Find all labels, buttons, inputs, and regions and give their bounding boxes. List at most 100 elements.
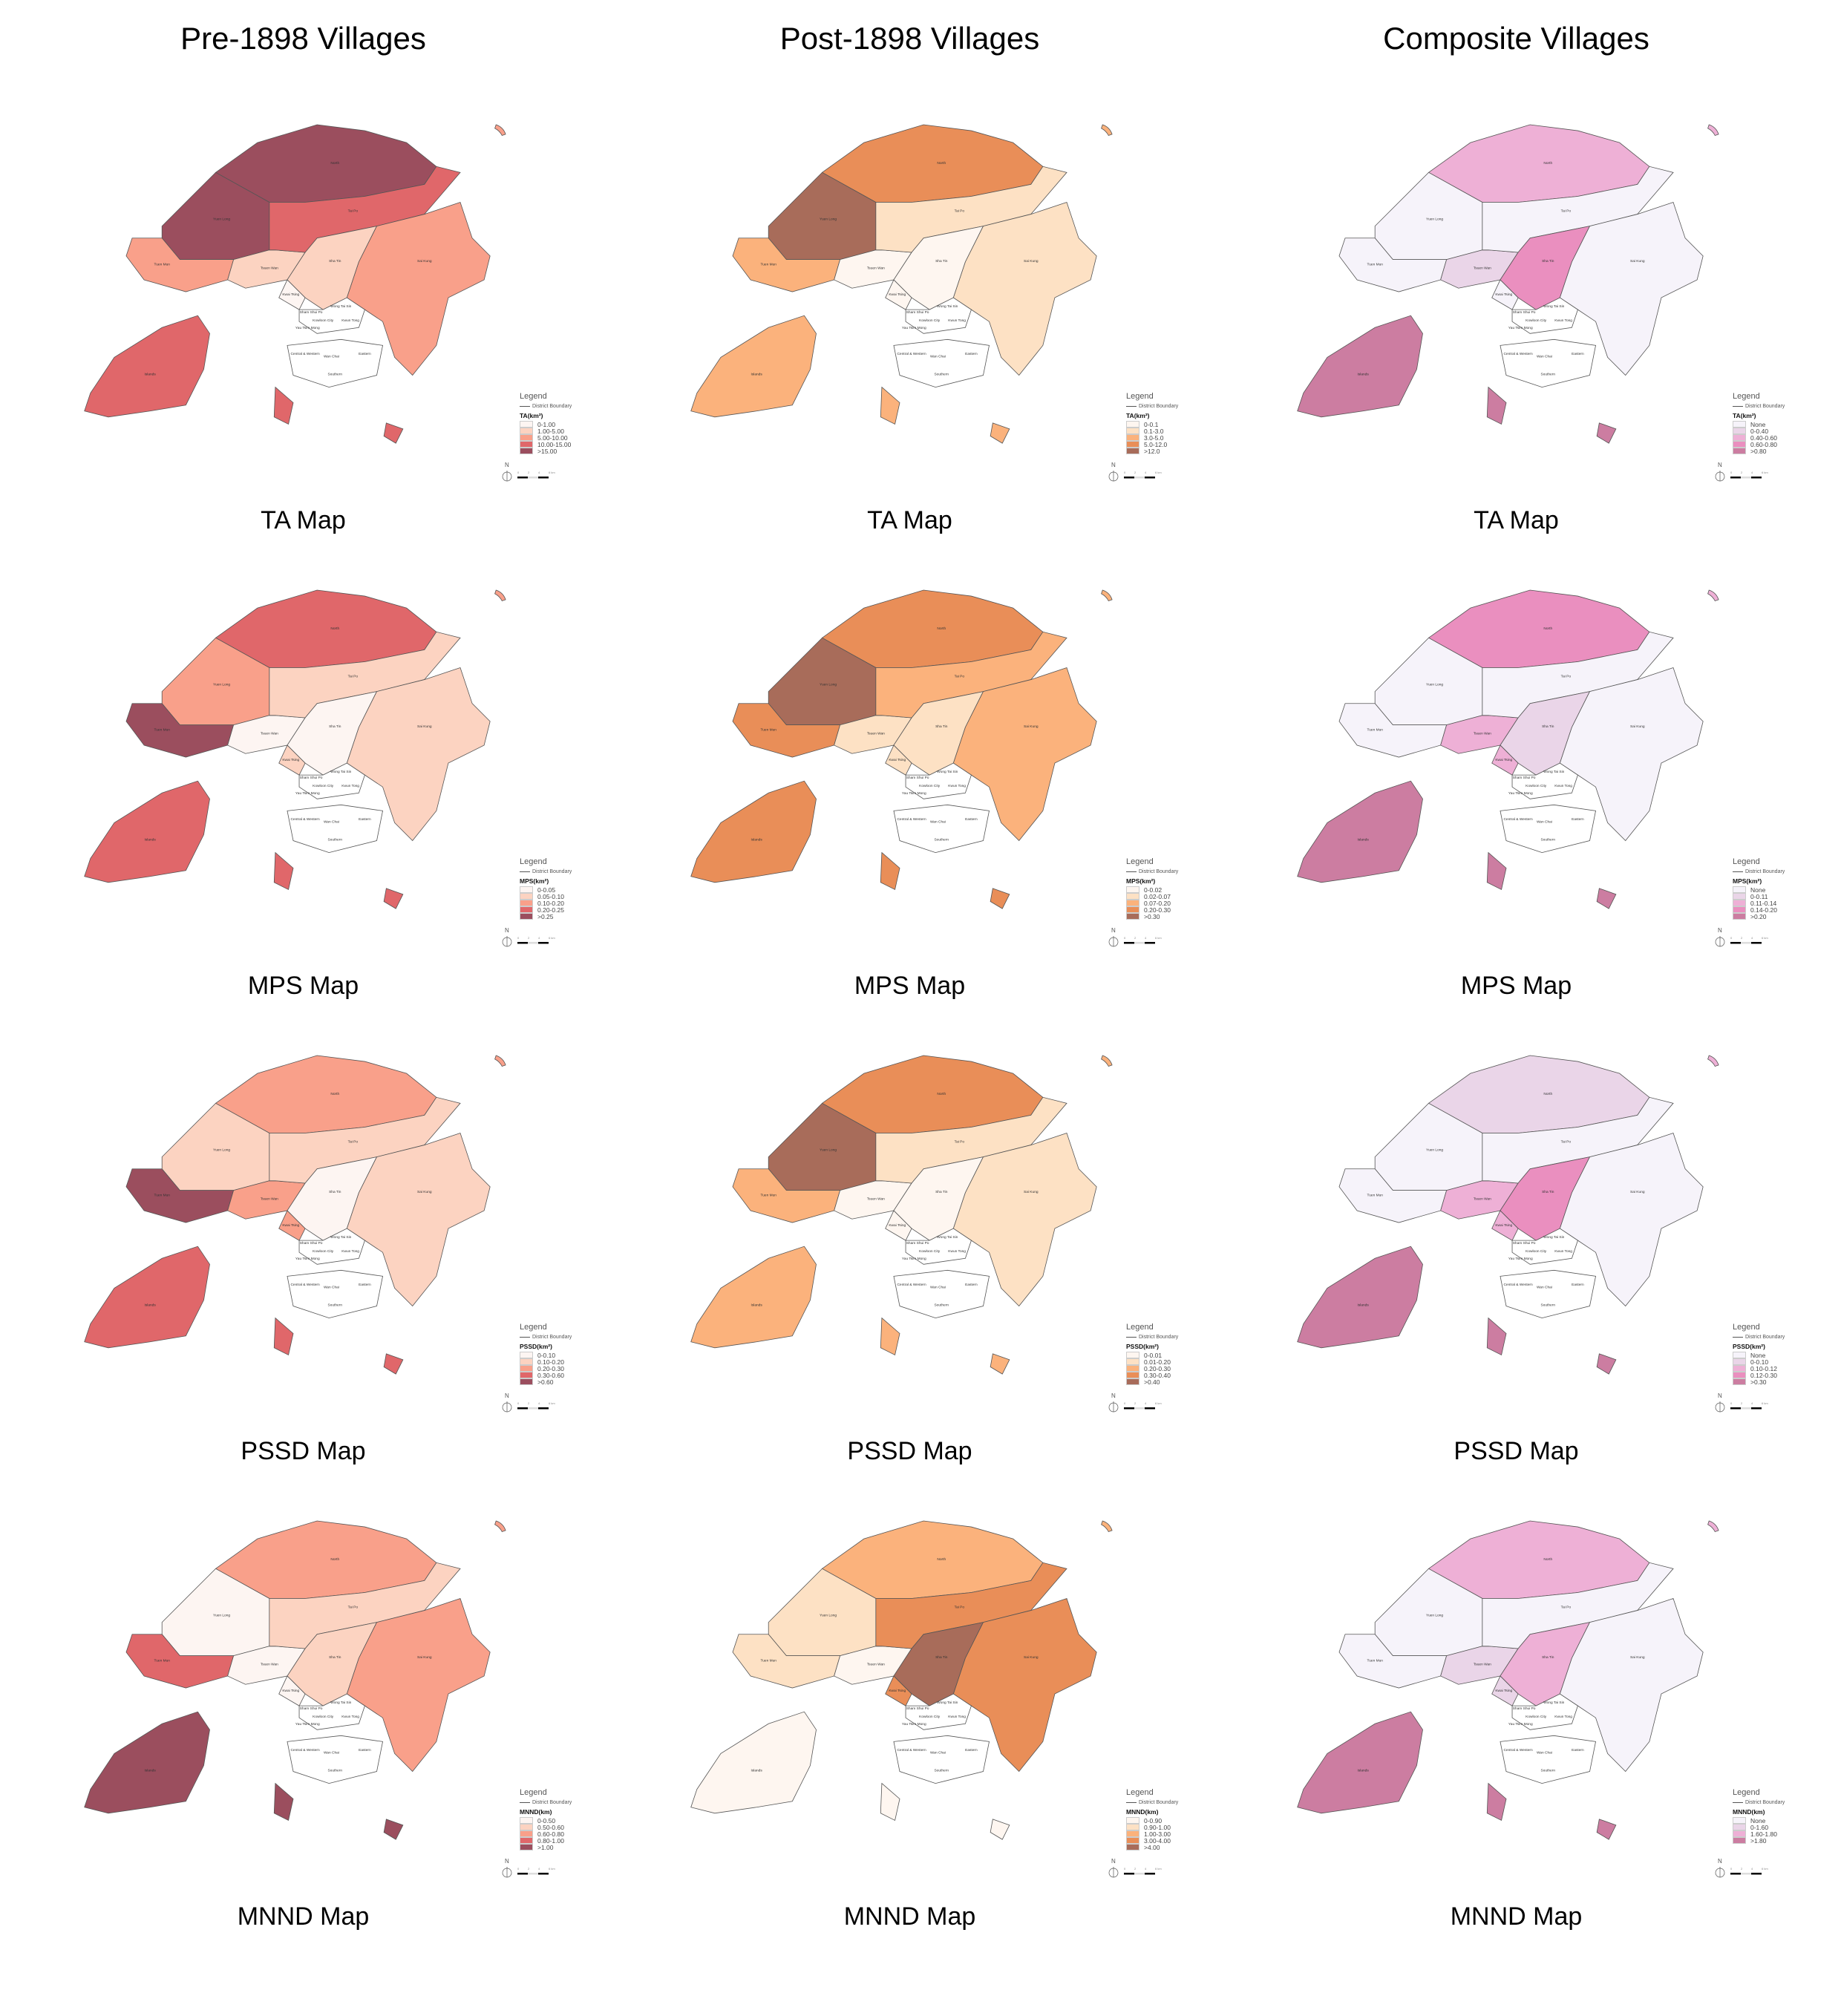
legend-boundary: District Boundary: [1126, 869, 1211, 874]
scale-tick: 0: [517, 1401, 520, 1405]
scale-bar-segment: [1124, 477, 1134, 479]
legend-class-label: 0-0.01: [1144, 1351, 1163, 1359]
legend-title: Legend: [1733, 392, 1760, 401]
north-arrow-and-scale-bar: N 0 2 4 6 km: [1715, 1858, 1768, 1878]
kowloon-districts: [905, 297, 972, 334]
district-label: Kwun Tong: [948, 1715, 966, 1719]
scale-tick: 2: [1134, 1401, 1137, 1405]
map-legend: Legend District Boundary TA(km²) 0-0.1 0.1…: [1126, 392, 1211, 455]
scale-tick: 2: [528, 1867, 530, 1871]
district-label: Tsuen Wan: [261, 266, 278, 271]
legend-item: 0.80-1.00: [520, 1837, 605, 1845]
legend-metric: MPS(km²): [1126, 877, 1156, 885]
district-label: North: [330, 1092, 339, 1096]
district-islands3: [383, 1819, 404, 1840]
district-islands: [84, 315, 210, 418]
district-label: Tuen Mun: [1367, 728, 1383, 733]
district-label: Southern: [934, 838, 949, 842]
north-label: N: [1718, 1858, 1722, 1865]
column-title: Composite Villages: [1383, 21, 1649, 56]
legend-class-label: None: [1750, 886, 1766, 894]
district-label: Wan Chai: [1537, 354, 1552, 359]
district-label: North: [330, 626, 339, 631]
legend-boundary-label: District Boundary: [1745, 1335, 1785, 1340]
district-islands2: [273, 386, 294, 425]
district-islands: [84, 1246, 210, 1349]
scale-bar-segment: [517, 477, 528, 479]
scale-tick: 6 km: [549, 1867, 555, 1871]
district-label: Tuen Mun: [1367, 263, 1383, 267]
boundary-line-swatch: [1126, 406, 1137, 407]
legend-class-label: None: [1750, 420, 1766, 428]
district-islands2: [1486, 386, 1507, 425]
legend-metric: PSSD(km²): [1733, 1343, 1765, 1350]
district-label: Kwun Tong: [948, 318, 966, 323]
map-panel-2-2: North Yuen Long Tuen Mun Tsuen Wan Tai Po Sha…: [1213, 1005, 1819, 1470]
legend-swatch: [1126, 906, 1139, 913]
legend-item: 0.20-0.30: [1126, 906, 1211, 914]
scale-tick: 0: [1124, 1867, 1126, 1871]
hong-kong-island-districts: [893, 804, 990, 854]
district-label: Kwun Tong: [1554, 318, 1572, 323]
scale-tick: 6 km: [1155, 1867, 1162, 1871]
district-label: Wong Tai Sin: [330, 1701, 352, 1705]
scale-tick: 6 km: [549, 471, 555, 474]
scale-tick: 6 km: [1762, 936, 1768, 940]
district-islands2: [880, 1782, 900, 1822]
boundary-line-swatch: [1126, 1802, 1137, 1803]
legend-class-label: >0.25: [537, 912, 554, 920]
district-label: North: [937, 161, 946, 166]
district-label: Sham Shui Po: [1513, 776, 1536, 780]
district-islands2: [880, 1317, 900, 1356]
legend-class-label: 0-0.10: [537, 1351, 556, 1359]
legend-class-label: 5.0-12.0: [1144, 440, 1168, 448]
legend-metric: MPS(km²): [1733, 877, 1762, 885]
north-arrow-and-scale-bar: N 0 2 4 6 km: [502, 927, 555, 947]
map-panel-0-1: North Yuen Long Tuen Mun Tsuen Wan Tai Po Sha…: [606, 74, 1213, 540]
legend-item: 1.00-5.00: [520, 428, 605, 435]
legend-swatch: [1733, 1817, 1746, 1824]
district-label: North: [937, 626, 946, 631]
legend-swatch: [520, 448, 533, 454]
outlying-islet: [494, 124, 506, 136]
legend-class-label: >1.00: [537, 1843, 554, 1851]
legend-item: 0.14-0.20: [1733, 906, 1818, 914]
legend-class-label: >0.30: [1144, 912, 1160, 920]
district-label: Sham Shui Po: [906, 310, 929, 315]
legend-swatch: [1126, 1365, 1139, 1372]
district-label: Sai Kung: [1024, 1655, 1039, 1660]
district-label: Sham Shui Po: [1513, 1241, 1536, 1246]
map-panel-1-2: North Yuen Long Tuen Mun Tsuen Wan Tai Po Sha…: [1213, 540, 1819, 1005]
district-label: Central & Western: [897, 817, 926, 822]
district-map: North Yuen Long Tuen Mun Tsuen Wan Tai Po Sha…: [690, 1520, 1113, 1840]
district-label: North: [330, 161, 339, 166]
legend-metric: TA(km²): [520, 412, 543, 419]
district-islands2: [1486, 851, 1507, 891]
legend-title: Legend: [1733, 1323, 1760, 1332]
legend-class-label: >0.80: [1750, 447, 1767, 455]
legend-swatch: [520, 1358, 533, 1365]
district-label: Kowloon City: [1526, 784, 1547, 788]
district-label: Southern: [1540, 373, 1555, 377]
district-label: Eastern: [359, 1283, 371, 1287]
kowloon-districts: [1511, 1693, 1578, 1730]
north-arrow-and-scale-bar: N 0 2 4 6 km: [502, 1392, 555, 1413]
legend-swatch: [1733, 1358, 1746, 1365]
district-label: Sai Kung: [417, 1190, 432, 1194]
legend-swatch: [520, 1817, 533, 1824]
district-label: Kwai Tsing: [1495, 1223, 1512, 1228]
district-label: Kwai Tsing: [282, 292, 299, 297]
legend-swatch: [1733, 1365, 1746, 1372]
legend-boundary-label: District Boundary: [532, 1800, 572, 1805]
legend-title: Legend: [1733, 857, 1760, 866]
district-islands: [1297, 1711, 1423, 1814]
district-map: North Yuen Long Tuen Mun Tsuen Wan Tai Po Sha…: [1297, 124, 1719, 444]
kowloon-districts: [1511, 762, 1578, 799]
legend-class-label: 0.10-0.20: [537, 1358, 564, 1366]
outlying-islet: [1707, 1520, 1719, 1532]
north-arrow-and-scale-bar: N 0 2 4 6 km: [1108, 1858, 1162, 1878]
legend-swatch: [1126, 1837, 1139, 1844]
boundary-line-swatch: [1126, 871, 1137, 872]
scale-tick: 6 km: [1762, 1401, 1768, 1405]
legend-item: 1.00-3.00: [1126, 1830, 1211, 1838]
